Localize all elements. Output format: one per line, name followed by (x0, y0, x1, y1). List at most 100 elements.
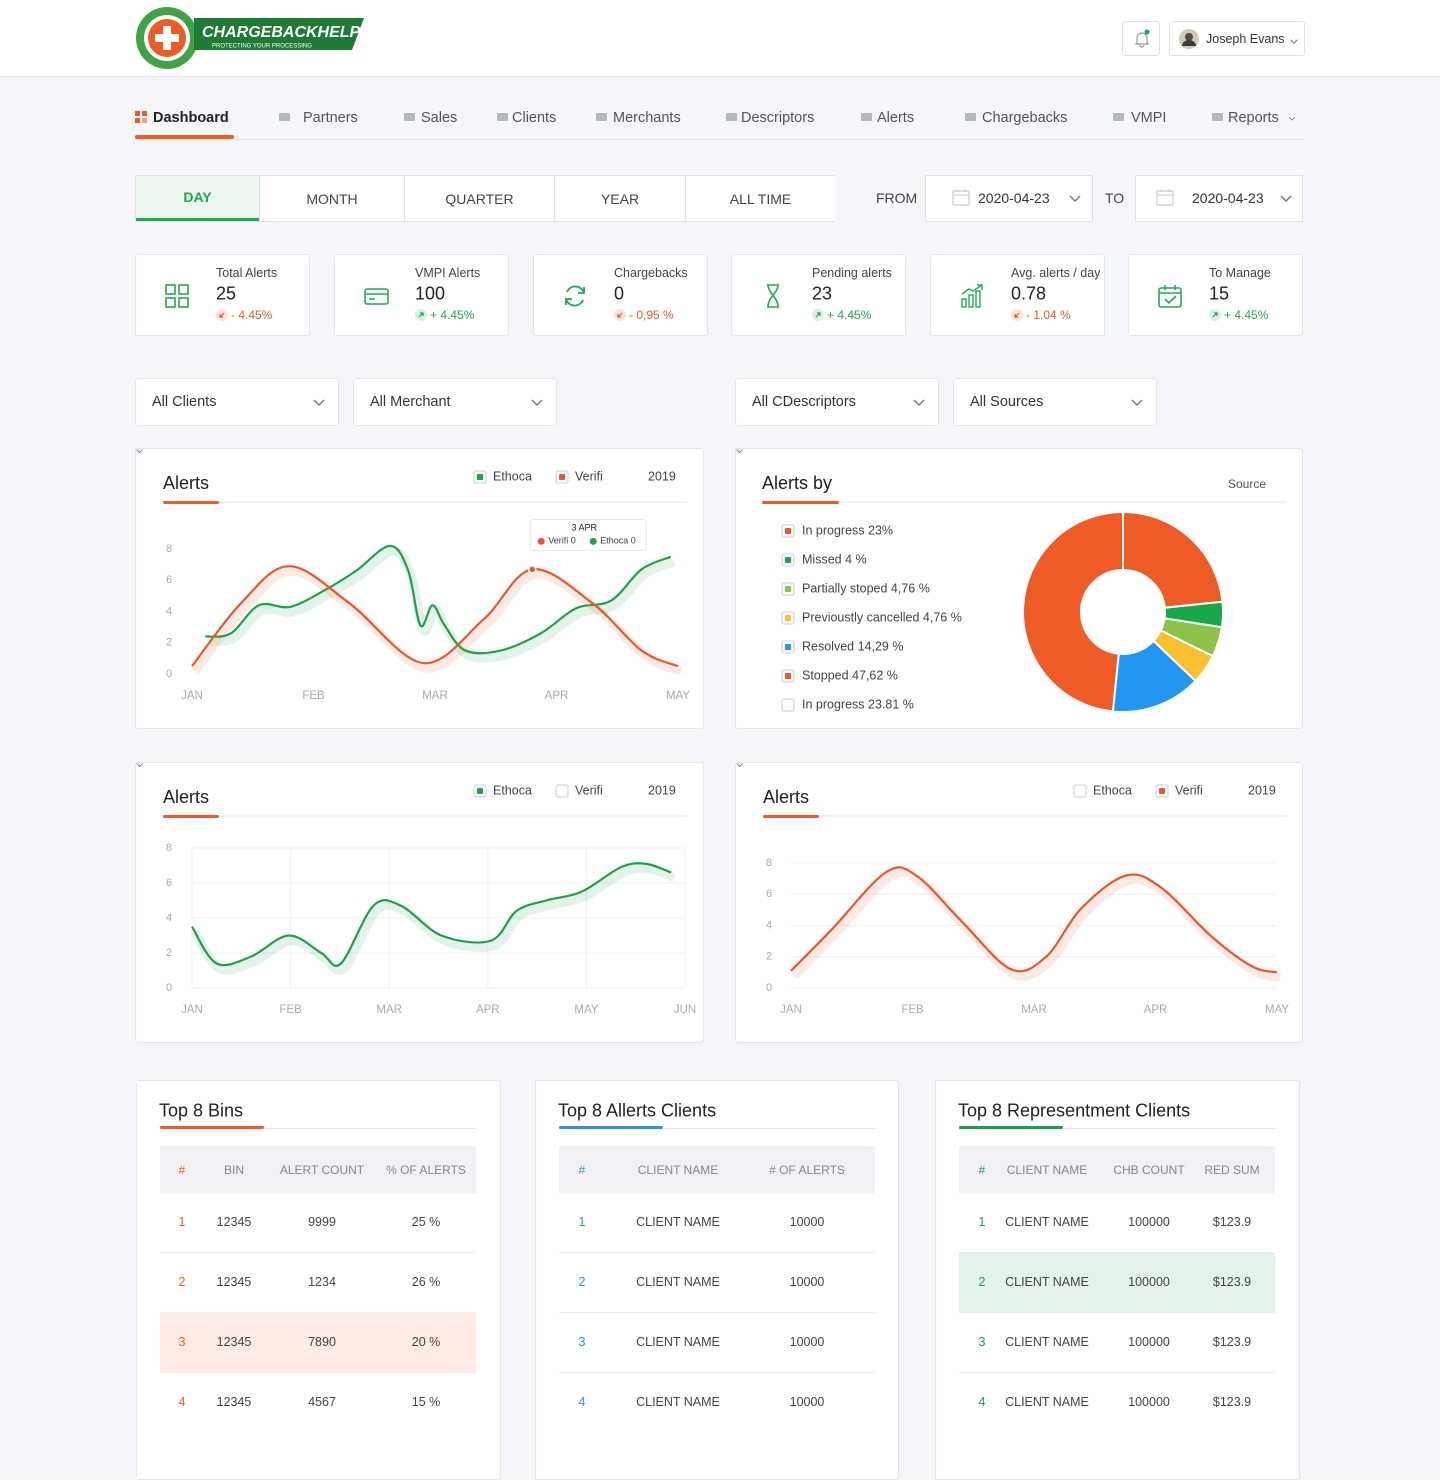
legend-swatch (477, 474, 483, 480)
nav-item[interactable]: Sales (421, 110, 458, 126)
table-cell: 4 (178, 1395, 186, 1409)
table-cell: 100000 (1128, 1335, 1170, 1349)
legend-label: Stopped 47,62 % (802, 668, 898, 682)
x-tick-label: MAR (376, 1004, 402, 1016)
stat-change: + 4.45% (1224, 308, 1269, 322)
x-tick-label: MAY (574, 1004, 598, 1016)
filter-text: All CDescriptors (752, 394, 856, 410)
filter-select[interactable]: All CDescriptors (735, 378, 939, 426)
chart-title: Alerts (163, 787, 209, 807)
highlight-row (160, 1312, 476, 1372)
period-tab[interactable]: YEAR (554, 176, 685, 221)
table-cell: 26 % (411, 1275, 441, 1289)
x-tick-label: JAN (181, 1004, 203, 1016)
nav-item[interactable]: Dashboard (153, 110, 229, 126)
legend-swatch (785, 586, 791, 592)
stat-card: VMPI Alerts 100 + 4.45% (334, 254, 509, 336)
filter-select[interactable]: All Clients (135, 378, 339, 426)
stat-icon (165, 284, 189, 308)
date-value: 2020-04-23 (1192, 190, 1264, 206)
row-divider (559, 1372, 875, 1373)
date-value: 2020-04-23 (978, 190, 1050, 206)
table-cell: 7890 (308, 1335, 336, 1349)
x-tick-label: FEB (901, 1004, 924, 1016)
user-menu[interactable]: Joseph Evans (1169, 21, 1305, 56)
column-header: # (978, 1163, 986, 1177)
period-tab[interactable]: MONTH (259, 176, 404, 221)
legend-swatch (785, 644, 791, 650)
legend-label: Resolved 14,29 % (802, 639, 903, 653)
stat-icon (767, 284, 779, 308)
nav-item[interactable]: Clients (512, 110, 557, 126)
table-header (559, 1146, 875, 1193)
stat-card: Pending alerts 23 + 4.45% (731, 254, 906, 336)
nav-item[interactable]: VMPI (1131, 110, 1167, 126)
chevron (1290, 39, 1298, 44)
row-divider (160, 1372, 476, 1373)
x-tick-label: APR (545, 690, 569, 702)
donut-slice (1122, 510, 1224, 609)
nav-icon (404, 113, 415, 121)
title-underline (959, 1126, 1063, 1129)
stat-icon (961, 284, 983, 308)
x-tick-label: JAN (181, 690, 203, 702)
nav-item[interactable]: Partners (303, 110, 358, 126)
nav-active-underline (135, 135, 234, 139)
legend-label: In progress 23% (802, 523, 893, 537)
line-glow (207, 546, 676, 663)
tooltip-point (527, 565, 537, 574)
period-tab[interactable]: QUARTER (404, 176, 554, 221)
nav-icon (596, 113, 607, 121)
nav-item[interactable]: Merchants (613, 110, 681, 126)
legend-label: Ethoca (493, 469, 532, 483)
title-divider (959, 1128, 1275, 1129)
nav-icon (965, 113, 976, 121)
calendar-icon (1156, 189, 1174, 206)
chevron (1069, 195, 1081, 202)
column-header: BIN (223, 1163, 245, 1177)
user-name: Joseph Evans (1206, 32, 1285, 46)
line-glow (191, 863, 676, 976)
nav-item[interactable]: Descriptors (741, 110, 815, 126)
nav-item[interactable]: Reports (1228, 110, 1279, 126)
period-tab[interactable]: DAY (136, 176, 259, 221)
y-tick-label: 0 (166, 668, 172, 680)
trend-badge (1209, 309, 1221, 321)
nav-item[interactable]: Chargebacks (982, 110, 1068, 126)
chevron (136, 763, 143, 768)
title-underline (763, 815, 819, 818)
notifications-button[interactable] (1122, 21, 1160, 56)
legend-swatch (785, 673, 791, 679)
tooltip-item: Ethoca 0 (600, 536, 636, 546)
legend-swatch (1159, 788, 1165, 794)
chevron (313, 399, 325, 406)
legend-swatch (785, 615, 791, 621)
x-tick-label: FEB (302, 690, 325, 702)
stat-value: 0.78 (1011, 283, 1047, 304)
table-cell: 1 (978, 1215, 986, 1229)
table-title: Top 8 Representment Clients (958, 1100, 1191, 1121)
title-underline (163, 815, 219, 818)
y-tick-label: 6 (766, 888, 772, 900)
legend-checkbox (781, 698, 795, 712)
filter-select[interactable]: All Sources (953, 378, 1157, 426)
period-tab[interactable]: ALL TIME (685, 176, 835, 221)
filter-select[interactable]: All Merchant (353, 378, 557, 426)
date-picker[interactable] (1135, 175, 1303, 222)
chart-card: Alerts by Source In progress 23% Missed 4 %… (735, 448, 1303, 729)
stat-label: Chargebacks (614, 266, 688, 280)
x-tick-label: MAY (666, 690, 690, 702)
tooltip-item: Verifi 0 (548, 536, 576, 546)
nav-item[interactable]: Alerts (877, 110, 915, 126)
stat-value: 25 (216, 283, 237, 304)
legend-swatch (559, 474, 565, 480)
tooltip-box (529, 518, 647, 551)
table-cell: 1234 (308, 1275, 336, 1289)
x-tick-label: APR (1144, 1004, 1168, 1016)
table-cell: 100000 (1128, 1275, 1170, 1289)
row-divider (559, 1252, 875, 1253)
legend-label: Ethoca (1093, 783, 1132, 797)
legend-label: Ethoca (493, 783, 532, 797)
chart-selector: Source (1228, 477, 1266, 491)
series-line (790, 866, 1278, 974)
